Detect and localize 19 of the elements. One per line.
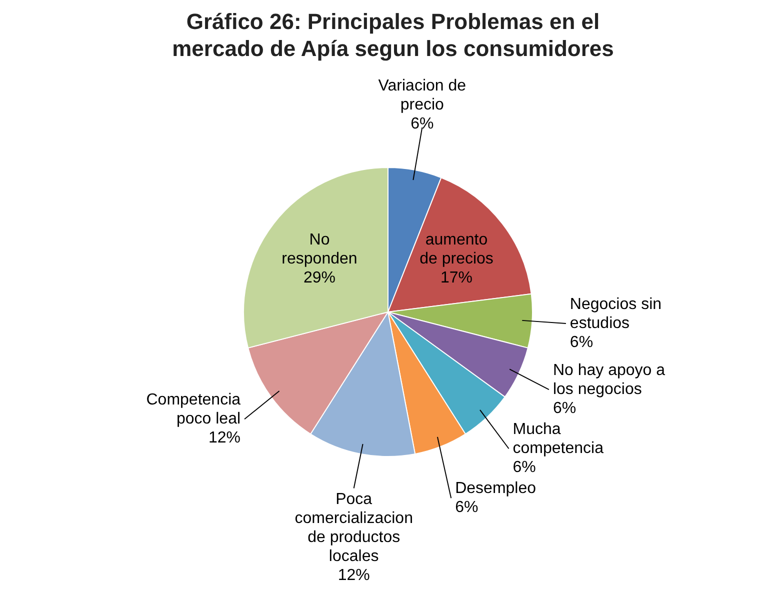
data-label: 6% <box>570 334 594 351</box>
slice-label: Desempleo <box>455 480 536 498</box>
slice-label: Competencia poco leal <box>146 392 241 428</box>
data-label: 12% <box>338 567 370 584</box>
slice-label: aumento de precios <box>420 231 494 268</box>
data-label: 17% <box>440 269 473 286</box>
chart-title: Gráfico 26: Principales Problemas en el mercado de Apía segun los consumidores <box>171 8 615 62</box>
slice-label: Negocios sin estudios <box>570 296 662 332</box>
data-label: 6% <box>552 400 576 418</box>
data-label: 29% <box>303 269 336 286</box>
data-label: 12% <box>208 430 241 447</box>
data-label: 6% <box>410 115 434 132</box>
slice-label: Variacion de precio <box>378 77 466 114</box>
data-label: 6% <box>455 499 478 516</box>
data-label: 6% <box>512 459 536 476</box>
slice-label: Poca comercializacion de productos locales <box>294 491 413 566</box>
slice-label: Mucha competencia <box>512 421 604 458</box>
slice-label: No responden <box>282 231 358 268</box>
slice-label: No hay apoyo a los negocios <box>552 362 666 398</box>
